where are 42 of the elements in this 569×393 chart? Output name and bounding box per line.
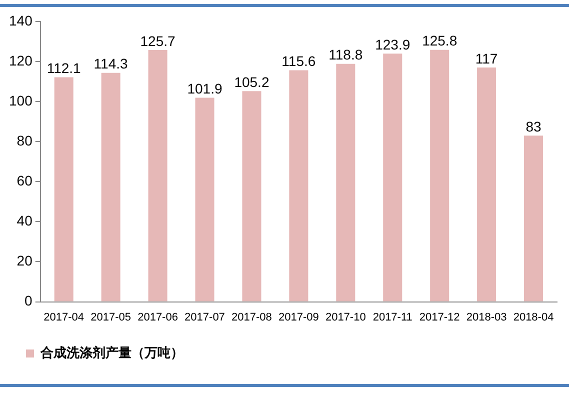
y-tick-label: 60	[16, 172, 33, 188]
x-tick-label: 2017-06	[138, 311, 178, 324]
data-label: 105.2	[234, 74, 270, 90]
data-label: 83	[526, 118, 542, 134]
y-tick-label: 0	[24, 292, 33, 309]
x-tick-label: 2018-03	[466, 311, 507, 324]
bar	[336, 64, 356, 302]
x-tick-label: 2017-09	[278, 311, 319, 324]
data-label: 125.8	[422, 32, 458, 49]
bar	[430, 50, 450, 302]
bar	[242, 91, 262, 302]
data-label: 123.9	[375, 36, 410, 53]
y-tick-label: 80	[16, 132, 33, 148]
bar	[54, 77, 74, 302]
x-tick-label: 2017-08	[232, 311, 272, 324]
x-tick-label: 2017-10	[325, 311, 366, 324]
legend-label: 合成洗涤剂产量（万吨）	[40, 344, 184, 361]
x-tick-label: 2017-05	[90, 311, 131, 324]
bar	[383, 54, 402, 302]
x-tick-label: 2017-11	[372, 311, 412, 324]
y-tick-label: 100	[9, 92, 33, 108]
y-tick-label: 20	[16, 252, 33, 269]
data-label: 118.8	[328, 46, 363, 63]
y-tick-label: 120	[9, 52, 33, 68]
bar	[195, 98, 214, 302]
data-label: 114.3	[94, 56, 128, 72]
bar	[524, 136, 544, 302]
data-label: 112.1	[46, 60, 82, 76]
bar	[148, 50, 168, 302]
y-tick-label: 140	[9, 12, 33, 28]
x-tick-label: 2018-04	[513, 311, 554, 324]
data-label: 101.9	[187, 80, 222, 97]
x-tick-label: 2017-12	[419, 311, 460, 324]
y-tick-label: 40	[16, 212, 33, 229]
bar	[289, 70, 308, 302]
bar	[477, 67, 496, 302]
data-label: 115.6	[282, 53, 316, 70]
x-tick-label: 2017-07	[184, 311, 225, 324]
bar	[101, 72, 120, 302]
x-tick-label: 2017-04	[44, 311, 84, 324]
data-label: 117	[475, 50, 498, 66]
data-label: 125.7	[140, 32, 176, 49]
